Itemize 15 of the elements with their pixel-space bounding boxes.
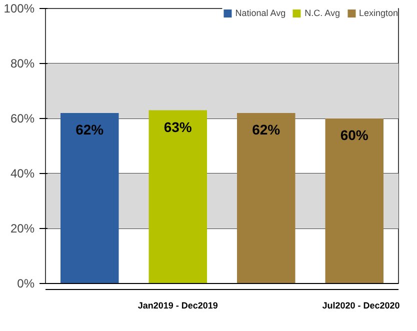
y-tick-label: 60%: [10, 112, 35, 126]
data-label: 62%: [76, 122, 104, 138]
y-tick-label: 80%: [10, 56, 35, 70]
y-tick-label: 20%: [10, 222, 35, 236]
legend-label: Lexington: [358, 8, 398, 18]
y-tick-label: 40%: [10, 166, 35, 180]
text: Jan2019 - Dec2019: [138, 300, 218, 310]
legend-label: N.C. Avg: [304, 8, 340, 18]
legend-label: National Avg: [235, 8, 286, 18]
y-tick-label: 0%: [17, 276, 35, 290]
y-tick-label: 100%: [4, 2, 35, 16]
data-label: 62%: [252, 122, 281, 138]
data-label: 60%: [340, 127, 369, 143]
data-label: 63%: [164, 118, 192, 135]
text: Jul2020 - Dec2020: [322, 300, 400, 310]
